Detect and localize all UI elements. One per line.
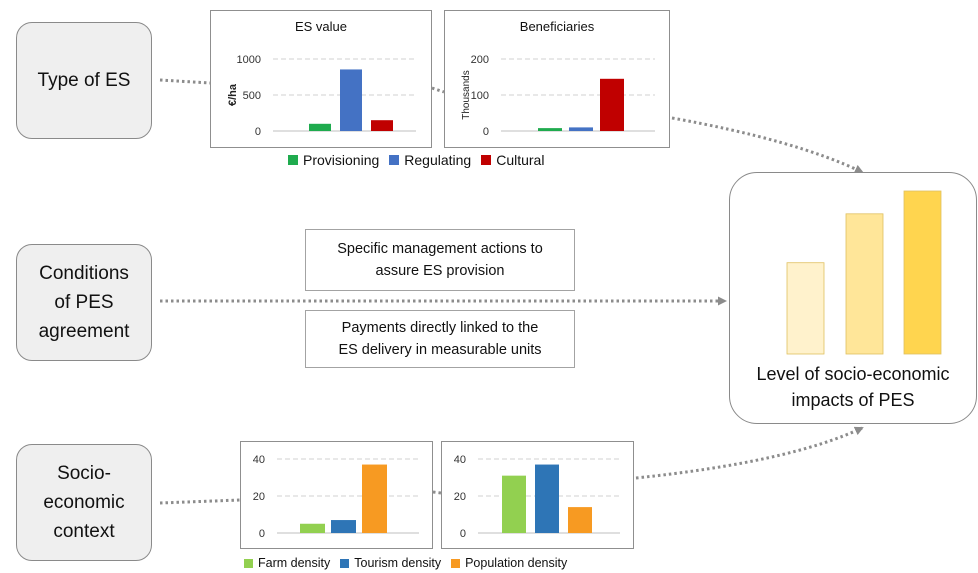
outcome-label: Level of socio-economic impacts of PES: [730, 361, 976, 413]
chart-context-1: 0 20 40: [253, 454, 419, 540]
condition-box-payments-linked: Payments directly linked to the ES deliv…: [305, 310, 575, 368]
outcome-bar-3: [903, 190, 942, 355]
beneficiaries-tick-label: 0: [483, 126, 489, 138]
legend-swatch-regulating: [389, 155, 400, 165]
legend-item-provisioning: Provisioning: [288, 152, 379, 168]
legend-label-provisioning: Provisioning: [303, 152, 380, 168]
factor-conditions-line-1: Conditions: [39, 263, 129, 284]
legend-label-population-density: Population density: [465, 556, 568, 570]
condition-payments-line-2: ES delivery in measurable units: [338, 342, 542, 358]
beneficiaries-bar-provisioning: [538, 128, 562, 131]
connector-type-to-chart: [159, 78, 211, 85]
factor-type-of-es: Type of ES: [16, 22, 152, 139]
context-1-tick-label: 0: [259, 528, 265, 540]
context-2-bar-farm-density: [502, 475, 526, 533]
es-value-tick-label: 1000: [237, 54, 261, 66]
beneficiaries-bar-cultural: [600, 78, 624, 131]
chart-title-beneficiaries: Beneficiaries: [519, 19, 595, 34]
connector-context-to-outcome: [635, 426, 864, 480]
context-2-tick-label: 0: [460, 528, 466, 540]
factor-conditions-line-3: agreement: [38, 321, 130, 342]
chart-beneficiaries: 0 100 200 Thousands: [461, 54, 655, 138]
connector-context-to-chart: [159, 498, 241, 505]
chart-panel-context-1: 0 20 40: [240, 441, 433, 549]
context-2-tick-label: 20: [454, 491, 466, 503]
legend-swatch-farm-density: [244, 558, 253, 568]
chart-context-2: 0 20 40: [454, 454, 620, 540]
es-value-tick-label: 0: [255, 126, 261, 138]
legend-item-tourism-density: Tourism density: [340, 556, 441, 570]
connector-es-to-outcome: [671, 116, 864, 174]
factor-context-line-3: context: [53, 521, 115, 542]
outcome-box: Level of socio-economic impacts of PES: [729, 172, 977, 424]
legend-item-regulating: Regulating: [389, 152, 471, 168]
condition-management-line-1: Specific management actions to: [337, 241, 543, 257]
beneficiaries-tick-label: 100: [471, 90, 489, 102]
chart-es-value: 0 500 1000 €/ha: [227, 54, 416, 138]
connector-between-es-charts: [431, 86, 445, 94]
legend-swatch-population-density: [451, 558, 461, 568]
outcome-label-line-1: Level of socio-economic: [756, 364, 950, 384]
factor-context-line-2: economic: [43, 492, 125, 513]
context-2-bar-population-density: [568, 507, 592, 533]
legend-swatch-cultural: [481, 155, 492, 165]
condition-box-management-actions: Specific management actions to assure ES…: [305, 229, 575, 291]
beneficiaries-bar-regulating: [569, 127, 593, 131]
context-1-bar-tourism-density: [331, 520, 356, 533]
outcome-bar-2: [845, 213, 884, 355]
legend-item-farm-density: Farm density: [244, 556, 330, 570]
factor-type-of-es-line-1: Type of ES: [37, 70, 131, 91]
context-1-bar-population-density: [362, 464, 387, 533]
beneficiaries-tick-label: 200: [471, 54, 489, 66]
context-1-bar-farm-density: [300, 523, 325, 533]
factor-conditions-line-2: of PES: [54, 292, 114, 313]
es-value-bar-cultural: [371, 120, 393, 131]
context-2-tick-label: 40: [454, 454, 466, 466]
context-1-tick-label: 20: [253, 491, 265, 503]
factor-conditions-of-pes-agreement: Conditions of PES agreement: [16, 244, 152, 361]
condition-management-line-2: assure ES provision: [375, 263, 505, 279]
context-1-tick-label: 40: [253, 454, 265, 466]
beneficiaries-ylabel: Thousands: [461, 70, 472, 119]
legend-label-regulating: Regulating: [404, 152, 472, 168]
es-value-tick-label: 500: [243, 90, 261, 102]
legend-item-population-density: Population density: [451, 556, 567, 570]
legend-item-cultural: Cultural: [481, 152, 544, 168]
factor-context-line-1: Socio-: [57, 463, 111, 484]
chart-title-es-value: ES value: [294, 19, 348, 34]
condition-payments-line-1: Payments directly linked to the: [341, 320, 539, 336]
legend-swatch-provisioning: [288, 155, 298, 165]
chart-panel-context-2: 0 20 40: [441, 441, 634, 549]
es-value-ylabel: €/ha: [227, 83, 239, 106]
context-2-bar-tourism-density: [535, 464, 559, 533]
outcome-bar-1: [786, 262, 825, 355]
chart-panel-es-value: ES value 0 500 1000 €/ha: [210, 10, 432, 148]
outcome-label-line-2: impacts of PES: [791, 390, 915, 410]
connector-between-context-charts: [432, 490, 442, 495]
es-value-bar-regulating: [340, 69, 362, 131]
outcome-bars: [786, 190, 942, 355]
legend-label-tourism-density: Tourism density: [354, 556, 442, 570]
chart-panel-beneficiaries: Beneficiaries 0 100 200 Thousands: [444, 10, 670, 148]
factor-socio-economic-context: Socio- economic context: [16, 444, 152, 561]
legend-label-cultural: Cultural: [496, 152, 545, 168]
legend-label-farm-density: Farm density: [258, 556, 331, 570]
es-value-bar-provisioning: [309, 123, 331, 131]
legend-context: Farm density Tourism density Population …: [244, 556, 577, 570]
legend-swatch-tourism-density: [340, 558, 350, 568]
legend-es-types: Provisioning Regulating Cultural: [288, 152, 554, 168]
